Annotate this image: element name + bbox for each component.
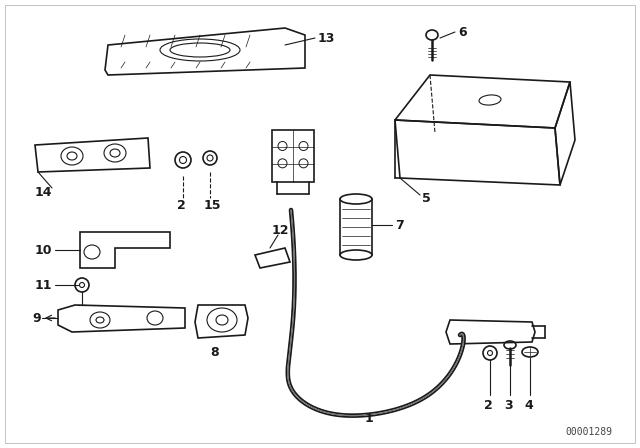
Text: 2: 2	[484, 399, 493, 412]
Text: 9: 9	[32, 311, 40, 324]
Text: 15: 15	[204, 198, 221, 211]
Text: 5: 5	[422, 191, 431, 204]
Text: 3: 3	[504, 399, 513, 412]
Text: 2: 2	[177, 198, 186, 211]
Text: 00001289: 00001289	[565, 427, 612, 437]
Text: 11: 11	[35, 279, 52, 292]
Text: 14: 14	[35, 185, 52, 198]
Text: 4: 4	[524, 399, 532, 412]
Text: 8: 8	[210, 345, 219, 358]
Text: 1: 1	[365, 412, 374, 425]
Text: 7: 7	[395, 219, 404, 232]
Ellipse shape	[488, 350, 493, 356]
Text: 6: 6	[458, 26, 467, 39]
Text: 10: 10	[35, 244, 52, 257]
Text: 13: 13	[318, 31, 335, 44]
Text: 12: 12	[272, 224, 289, 237]
